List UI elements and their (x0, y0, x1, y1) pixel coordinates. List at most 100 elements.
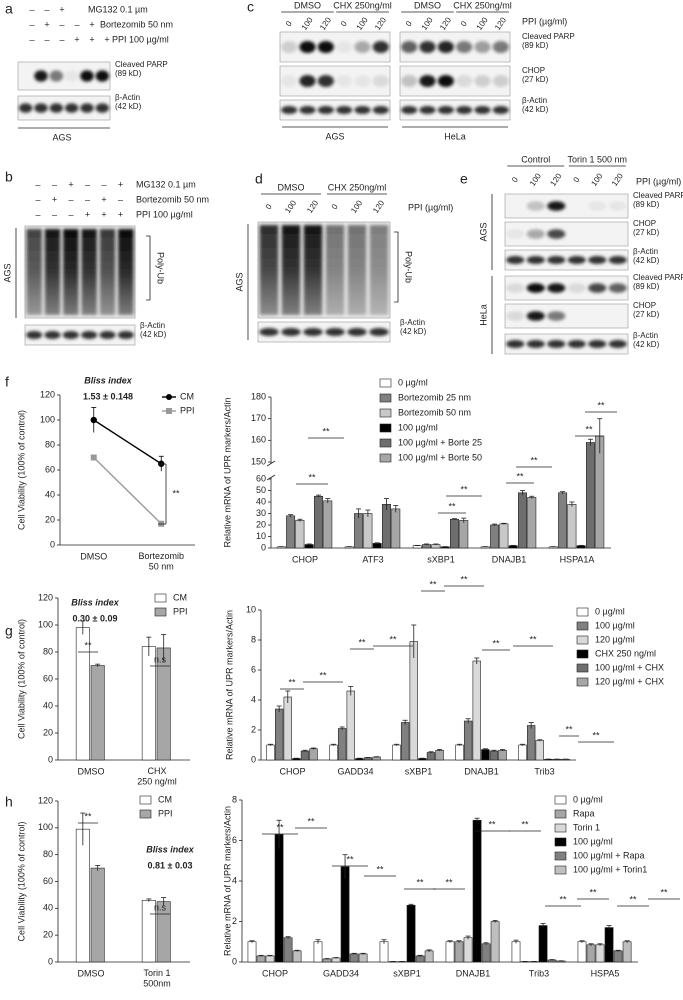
annotation: ** (589, 887, 597, 897)
x-tick-label: Trib3 (534, 766, 554, 776)
band (281, 106, 298, 114)
dose: 100 (300, 15, 315, 32)
sign: – (68, 194, 73, 204)
legend-label: Torin 1 (573, 822, 600, 832)
blot-label: Cleaved PARP (89 kD) (633, 273, 683, 291)
band (336, 75, 353, 87)
band (281, 41, 298, 53)
treatment: Bortezomib 50 nm (100, 19, 173, 29)
y-tick-label: 60 (45, 464, 55, 474)
bar (391, 508, 401, 549)
bar (435, 749, 444, 761)
bracket-label: Poly-Ub (404, 251, 414, 283)
y-tick-label: 40 (45, 489, 55, 499)
y-tick-label: 6 (251, 664, 256, 674)
y-tick-label: 100 (40, 414, 55, 424)
bar (363, 757, 373, 761)
y-tick-label: 40 (43, 903, 53, 913)
bar (526, 725, 536, 761)
annotation: ** (492, 638, 500, 648)
dose: 0 (339, 19, 349, 28)
annotation: ** (307, 816, 315, 826)
band (547, 340, 566, 348)
blot (24, 324, 136, 346)
point (90, 416, 97, 424)
blot (257, 221, 391, 319)
bar (340, 866, 350, 963)
band (372, 106, 389, 114)
bar (392, 744, 401, 761)
y-tick-label: 0 (48, 754, 53, 764)
y-tick-label: 4 (251, 694, 256, 704)
legend-label: 120 µg/ml (595, 634, 635, 644)
bracket-label: Poly-Ub (156, 252, 166, 284)
y-tick-label: 0 (48, 956, 53, 966)
band (317, 106, 334, 114)
legend-label: 100 µg/ml + Rapa (573, 850, 644, 860)
band (281, 75, 298, 87)
dose: 120 (305, 198, 320, 215)
bar (511, 941, 521, 963)
bar (363, 513, 373, 549)
dose-label: PPI (µg/ml) (522, 16, 567, 26)
legend-swatch (576, 663, 589, 673)
blot-label: CHOP (27 kD) (633, 301, 660, 319)
blot (399, 31, 511, 63)
legend-swatch (554, 851, 567, 861)
band (317, 75, 334, 87)
sign: + (74, 34, 79, 44)
legend-label: Bortezomib 50 nm (398, 407, 471, 417)
annotation: ** (84, 640, 92, 650)
bar (490, 921, 500, 963)
legend-marker (166, 408, 172, 414)
blot-label: β-Actin (42 kD) (633, 247, 660, 265)
smear (303, 225, 323, 315)
band (588, 256, 607, 264)
sign: – (59, 34, 64, 44)
band (34, 103, 48, 113)
band (372, 41, 389, 53)
dose: 100 (420, 15, 435, 32)
legend-swatch (576, 635, 589, 645)
bar (354, 513, 364, 549)
x-tick-label: CHOP (279, 766, 305, 776)
smear (281, 225, 301, 315)
treatment: PPI 100 µg/ml (112, 34, 169, 44)
band (547, 201, 566, 211)
cell-line: AGS (52, 132, 71, 142)
cell-line: AGS (234, 272, 244, 291)
band (506, 340, 525, 348)
bar (286, 515, 296, 549)
bar (283, 696, 292, 761)
band (49, 70, 64, 82)
band (336, 106, 353, 114)
annotation: ** (288, 677, 296, 687)
band (547, 256, 566, 264)
y-tick-label: 80 (43, 646, 53, 656)
annotation: ** (376, 864, 384, 874)
band (526, 283, 545, 293)
annotation: Bliss index (146, 844, 195, 854)
band (419, 106, 436, 114)
bar (406, 904, 416, 963)
bar (156, 647, 171, 761)
y-axis-label: Cell Viability (100% of control) (16, 822, 26, 942)
y-tick-label: 150 (251, 456, 266, 466)
band (567, 256, 586, 264)
line (93, 457, 162, 525)
bar (490, 524, 500, 549)
legend-label: Rapa (573, 808, 595, 818)
sign: + (101, 209, 106, 219)
y-tick-label: 4 (232, 875, 237, 885)
band (526, 229, 545, 239)
blot (399, 65, 511, 97)
band (95, 70, 110, 82)
bar (247, 941, 257, 963)
bar (535, 740, 544, 761)
blot-label: β-Actin (42 kD) (522, 96, 549, 114)
group-label: DMSO (278, 182, 305, 192)
smear (118, 229, 134, 315)
y-axis-label: Cell Viability (100% of control) (16, 410, 26, 530)
bar (379, 941, 389, 963)
x-tick-label: DMSO (78, 766, 105, 776)
